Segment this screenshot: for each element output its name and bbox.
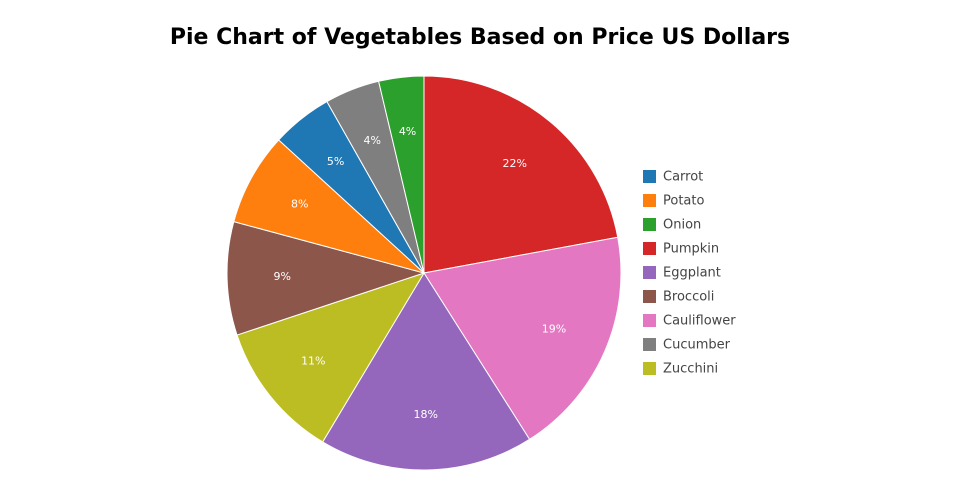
legend-swatch[interactable] xyxy=(643,194,656,207)
slice-label: 8% xyxy=(291,198,308,211)
legend-swatch[interactable] xyxy=(643,218,656,231)
slice-label: 5% xyxy=(327,155,344,168)
legend-label[interactable]: Cauliflower xyxy=(663,314,736,329)
legend-label[interactable]: Broccoli xyxy=(663,290,714,305)
pie-slice xyxy=(233,139,425,274)
pie-slice xyxy=(236,272,426,443)
legend-label[interactable]: Carrot xyxy=(663,170,703,185)
slice-label: 19% xyxy=(542,323,566,336)
legend-label[interactable]: Cucumber xyxy=(663,338,731,353)
legend-swatch[interactable] xyxy=(643,242,656,255)
pie-slice xyxy=(321,272,531,471)
legend-swatch[interactable] xyxy=(643,290,656,303)
legend-label[interactable]: Pumpkin xyxy=(663,242,719,257)
slice-label: 4% xyxy=(399,125,416,138)
legend-label[interactable]: Zucchini xyxy=(663,362,718,377)
chart-title: Pie Chart of Vegetables Based on Price U… xyxy=(170,25,790,50)
slice-label: 18% xyxy=(414,408,438,421)
legend-swatch[interactable] xyxy=(643,314,656,327)
legend-label[interactable]: Onion xyxy=(663,218,701,233)
legend-swatch[interactable] xyxy=(643,338,656,351)
legend-swatch[interactable] xyxy=(643,362,656,375)
legend-label[interactable]: Potato xyxy=(663,194,704,209)
slice-label: 22% xyxy=(503,157,527,170)
legend-label[interactable]: Eggplant xyxy=(663,266,721,281)
slice-label: 9% xyxy=(273,270,290,283)
pie-slice xyxy=(378,75,425,274)
legend-swatch[interactable] xyxy=(643,170,656,183)
legend-swatch[interactable] xyxy=(643,266,656,279)
slice-label: 4% xyxy=(363,134,380,147)
pie-slice xyxy=(423,236,622,441)
pie-slice xyxy=(226,221,426,336)
slice-label: 11% xyxy=(301,355,325,368)
pie-slice xyxy=(423,75,619,274)
